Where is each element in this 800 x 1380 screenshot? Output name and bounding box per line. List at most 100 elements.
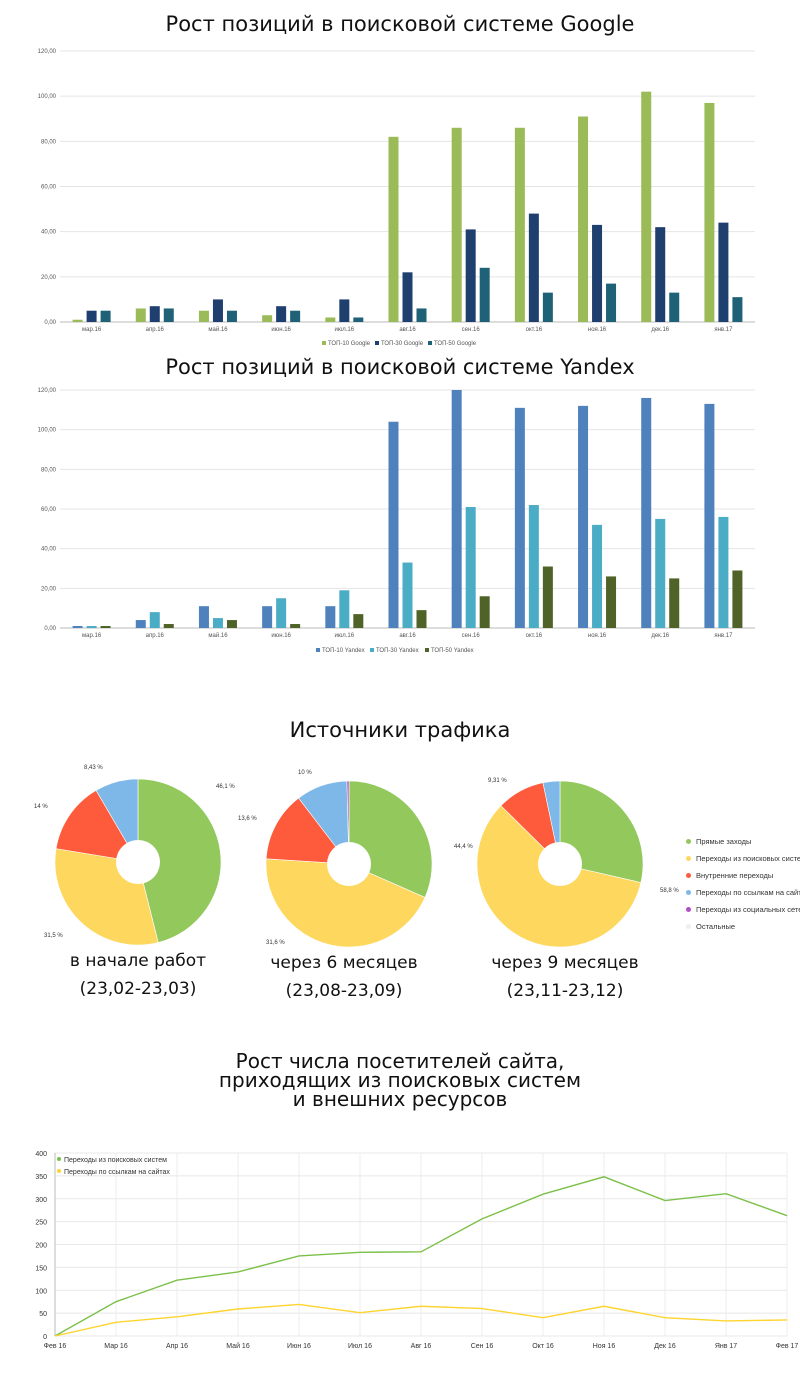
traffic-title: Источники трафика (289, 718, 511, 742)
y-tick-label: 80,00 (41, 467, 57, 473)
legend-internal-swatch (686, 873, 691, 878)
y-tick-label: 60,00 (41, 185, 57, 191)
bar (528, 505, 539, 628)
legend-swatch (428, 341, 432, 345)
legend-search-label: Переходы из поисковых систем (696, 854, 800, 863)
x-tick-label: ноя.16 (588, 327, 607, 333)
legend-direct: Прямые заходы (686, 833, 800, 850)
x-tick-label: сен.16 (462, 327, 481, 333)
y-tick-label: 120,00 (38, 49, 57, 55)
pie-percent-label: 14 % (34, 804, 48, 810)
legend-swatch (375, 341, 379, 345)
bar (72, 319, 83, 322)
bar (669, 292, 680, 322)
x-tick-label: дек.16 (651, 327, 669, 333)
bar (226, 620, 237, 628)
y-tick-label: 150 (35, 1265, 47, 1272)
bar (718, 222, 729, 322)
y-tick-label: 400 (35, 1151, 47, 1158)
bar (451, 127, 462, 323)
pie-hole (327, 842, 371, 886)
bar (388, 421, 399, 628)
x-tick-label: дек.16 (651, 633, 669, 639)
x-tick-label: мар.16 (82, 327, 102, 333)
bar (669, 578, 680, 628)
pie-percent-label: 10 % (298, 770, 312, 776)
bar (212, 299, 223, 322)
bar (353, 614, 364, 628)
pie-percent-label: 9,31 % (488, 778, 507, 784)
pie1-caption: в начале работ (23,02-23,03) (23, 947, 253, 1003)
x-tick-label: ноя.16 (588, 633, 607, 639)
bar (641, 91, 652, 323)
pie-percent-label: 13,6 % (238, 816, 257, 822)
bar (514, 127, 525, 323)
bar (655, 227, 666, 322)
pie-slice (265, 858, 426, 948)
series-line (54, 1303, 788, 1337)
pie-hole (538, 842, 582, 886)
pie-percent-label: 8,43 % (84, 765, 103, 771)
legend-label: ТОП-50 Yandex (431, 648, 474, 654)
bar (655, 518, 666, 628)
legend-social: Переходы из социальных сетей (686, 901, 800, 918)
x-tick-label: Окт 16 (532, 1343, 554, 1350)
x-tick-label: Авг 16 (411, 1343, 432, 1350)
bar (339, 590, 350, 628)
legend-label: ТОП-30 Google (381, 341, 424, 347)
y-tick-label: 120,00 (38, 388, 57, 394)
bar (149, 306, 160, 322)
legend-label: ТОП-10 Yandex (322, 648, 365, 654)
legend-referral-label: Переходы по ссылкам на сайтах (696, 888, 800, 897)
legend-referral-swatch (686, 890, 691, 895)
legend-direct-label: Прямые заходы (696, 837, 752, 846)
pie-slice (265, 797, 350, 865)
bar (592, 524, 603, 628)
visitors-line-chart: 0 50 100 150 200 250 300 350 400 Фев 16 Мар 16 Апр … (35, 1151, 799, 1350)
bar (592, 224, 603, 322)
pie3-caption: через 9 месяцев (23,11-23,12) (450, 949, 680, 1005)
bar (451, 390, 462, 628)
bar (388, 136, 399, 322)
bar (262, 315, 273, 322)
x-tick-label: Май 16 (226, 1342, 250, 1350)
bar (86, 626, 97, 628)
bar (325, 317, 336, 322)
y-tick-label: 200 (35, 1243, 47, 1250)
legend-other: Остальные (686, 918, 800, 935)
pie-slice (95, 778, 139, 864)
pie3-caption-line1: через 9 месяцев (491, 953, 639, 973)
bar (163, 624, 174, 628)
bar (86, 310, 97, 322)
x-tick-label: Апр 16 (166, 1343, 188, 1350)
bar (353, 317, 364, 322)
visitors-title-line2: приходящих из поисковых систем (218, 1068, 582, 1092)
y-tick-label: 60,00 (41, 507, 57, 513)
x-tick-label: Фев 17 (776, 1343, 799, 1350)
bar (606, 283, 617, 322)
y-tick-label: 0,00 (44, 626, 56, 632)
bar (606, 576, 617, 628)
pie2-caption: через 6 месяцев (23,08-23,09) (229, 949, 459, 1005)
yandex-chart-title: Рост позиций в поисковой системе Yandex (165, 355, 635, 379)
legend-swatch (316, 648, 320, 652)
x-tick-label: апр.16 (146, 633, 165, 639)
bar (514, 407, 525, 628)
y-tick-label: 100 (35, 1288, 47, 1295)
legend-search: Переходы из поисковых систем (686, 850, 800, 867)
x-tick-label: Июн 16 (287, 1343, 311, 1350)
x-tick-label: авг.16 (399, 633, 416, 639)
x-tick-label: авг.16 (399, 327, 416, 333)
y-tick-label: 100,00 (38, 94, 57, 100)
bar (732, 297, 743, 322)
y-tick-label: 250 (35, 1220, 47, 1227)
pie-slice (55, 789, 139, 863)
legend-social-swatch (686, 907, 691, 912)
bar (416, 308, 427, 322)
pie-hole (116, 840, 160, 884)
x-tick-label: Ноя 16 (593, 1343, 616, 1350)
legend-label: Переходы из поисковых систем (64, 1157, 167, 1164)
bar (290, 310, 301, 322)
bar (325, 606, 336, 628)
bar (465, 507, 476, 628)
